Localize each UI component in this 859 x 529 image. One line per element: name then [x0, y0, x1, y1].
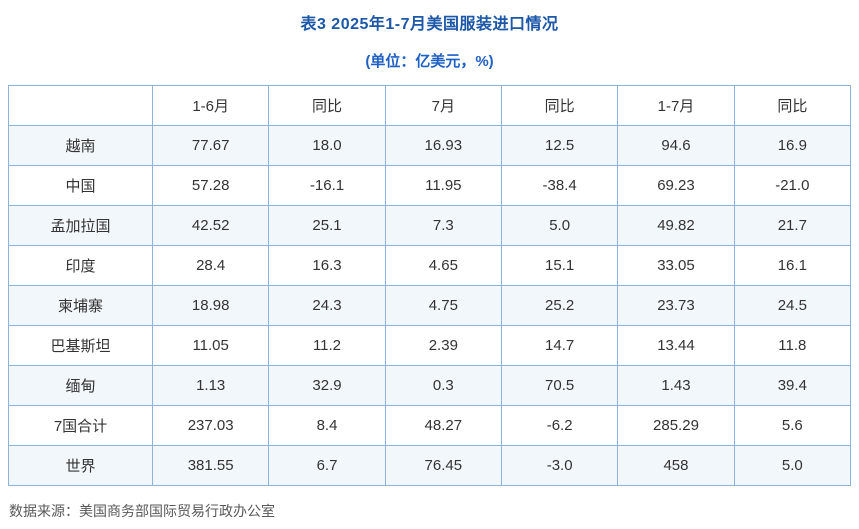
cell-value: 21.7: [733, 205, 852, 246]
cell-value: 48.27: [384, 405, 502, 446]
table-title: 表3 2025年1-7月美国服装进口情况: [300, 16, 559, 33]
cell-value: 94.6: [617, 125, 735, 166]
row-label: 缅甸: [8, 365, 153, 406]
table-row: 印度 28.4 16.3 4.65 15.1 33.05 16.1: [8, 245, 852, 286]
table-row: 越南 77.67 18.0 16.93 12.5 94.6 16.9: [8, 125, 852, 166]
cell-value: 1.43: [617, 365, 735, 406]
cell-value: 15.1: [500, 245, 619, 286]
cell-value: 23.73: [617, 285, 735, 326]
cell-value: 16.9: [733, 125, 852, 166]
cell-value: 70.5: [500, 365, 619, 406]
table-head: 1-6月 同比 7月 同比 1-7月 同比: [8, 85, 852, 126]
cell-value: -16.1: [268, 165, 386, 206]
cell-value: 4.75: [384, 285, 502, 326]
table-row: 7国合计 237.03 8.4 48.27 -6.2 285.29 5.6: [8, 405, 852, 446]
table-row: 缅甸 1.13 32.9 0.3 70.5 1.43 39.4: [8, 365, 852, 406]
table-row: 孟加拉国 42.52 25.1 7.3 5.0 49.82 21.7: [8, 205, 852, 246]
cell-value: 77.67: [151, 125, 270, 166]
cell-value: 381.55: [151, 445, 270, 486]
table-row: 巴基斯坦 11.05 11.2 2.39 14.7 13.44 11.8: [8, 325, 852, 366]
cell-value: 0.3: [384, 365, 502, 406]
table-row: 柬埔寨 18.98 24.3 4.75 25.2 23.73 24.5: [8, 285, 852, 326]
table-unit-note: (单位：亿美元，%): [365, 53, 494, 70]
cell-value: 32.9: [268, 365, 386, 406]
row-label: 中国: [8, 165, 153, 206]
cell-value: 33.05: [617, 245, 735, 286]
cell-value: 57.28: [151, 165, 270, 206]
cell-value: 4.65: [384, 245, 502, 286]
cell-value: -38.4: [500, 165, 619, 206]
cell-value: 5.0: [500, 205, 619, 246]
cell-value: -6.2: [500, 405, 619, 446]
row-label: 印度: [8, 245, 153, 286]
cell-value: 16.3: [268, 245, 386, 286]
row-label: 柬埔寨: [8, 285, 153, 326]
cell-value: 458: [617, 445, 735, 486]
column-header: 1-7月: [617, 85, 735, 126]
cell-value: 25.1: [268, 205, 386, 246]
cell-value: 16.1: [733, 245, 852, 286]
row-label: 世界: [8, 445, 153, 486]
cell-value: 24.5: [733, 285, 852, 326]
cell-value: 76.45: [384, 445, 502, 486]
cell-value: 11.95: [384, 165, 502, 206]
cell-value: 24.3: [268, 285, 386, 326]
cell-value: 11.8: [733, 325, 852, 366]
cell-value: 285.29: [617, 405, 735, 446]
column-header: 同比: [733, 85, 852, 126]
cell-value: 14.7: [500, 325, 619, 366]
cell-value: 8.4: [268, 405, 386, 446]
cell-value: -3.0: [500, 445, 619, 486]
cell-value: 2.39: [384, 325, 502, 366]
column-header: 1-6月: [151, 85, 270, 126]
row-label: 越南: [8, 125, 153, 166]
cell-value: 42.52: [151, 205, 270, 246]
cell-value: 5.6: [733, 405, 852, 446]
data-source-note: 数据来源：美国商务部国际贸易行政办公室: [9, 503, 275, 519]
column-header: 同比: [268, 85, 386, 126]
cell-value: 1.13: [151, 365, 270, 406]
cell-value: 11.05: [151, 325, 270, 366]
cell-value: 7.3: [384, 205, 502, 246]
cell-value: 16.93: [384, 125, 502, 166]
row-label: 7国合计: [8, 405, 153, 446]
cell-value: 11.2: [268, 325, 386, 366]
row-label: 巴基斯坦: [8, 325, 153, 366]
cell-value: 18.0: [268, 125, 386, 166]
cell-value: 49.82: [617, 205, 735, 246]
column-header: 7月: [384, 85, 502, 126]
imports-table: 1-6月 同比 7月 同比 1-7月 同比 越南 77.67 18.0 16.93 12.5 94.…: [8, 85, 852, 486]
cell-value: 12.5: [500, 125, 619, 166]
cell-value: 6.7: [268, 445, 386, 486]
cell-value: 18.98: [151, 285, 270, 326]
table-body: 越南 77.67 18.0 16.93 12.5 94.6 16.9 中国 57.28 -16.1…: [8, 125, 852, 486]
table-row: 世界 381.55 6.7 76.45 -3.0 458 5.0: [8, 445, 852, 486]
cell-value: 237.03: [151, 405, 270, 446]
cell-value: 39.4: [733, 365, 852, 406]
column-header: 同比: [500, 85, 619, 126]
header-row: 1-6月 同比 7月 同比 1-7月 同比: [8, 85, 852, 126]
cell-value: 5.0: [733, 445, 852, 486]
cell-value: 13.44: [617, 325, 735, 366]
cell-value: -21.0: [733, 165, 852, 206]
cell-value: 69.23: [617, 165, 735, 206]
table-row: 中国 57.28 -16.1 11.95 -38.4 69.23 -21.0: [8, 165, 852, 206]
column-header: [8, 85, 153, 126]
row-label: 孟加拉国: [8, 205, 153, 246]
cell-value: 25.2: [500, 285, 619, 326]
cell-value: 28.4: [151, 245, 270, 286]
